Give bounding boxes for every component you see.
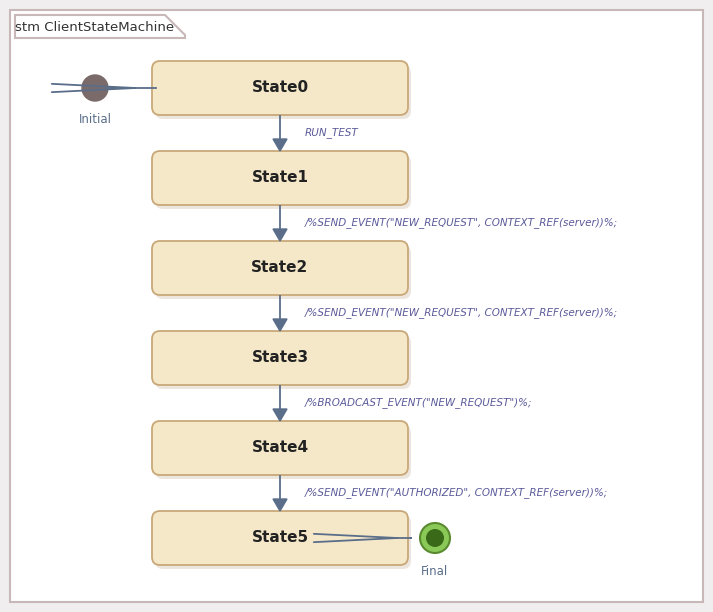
FancyBboxPatch shape (152, 511, 408, 565)
FancyBboxPatch shape (152, 421, 408, 475)
Text: State4: State4 (252, 441, 309, 455)
Polygon shape (273, 499, 287, 511)
Text: RUN_TEST: RUN_TEST (305, 127, 359, 138)
FancyBboxPatch shape (155, 335, 411, 389)
Polygon shape (273, 139, 287, 151)
Text: State1: State1 (252, 171, 309, 185)
Text: State3: State3 (252, 351, 309, 365)
Text: Final: Final (421, 565, 448, 578)
FancyBboxPatch shape (152, 151, 408, 205)
Polygon shape (273, 229, 287, 241)
FancyBboxPatch shape (152, 331, 408, 385)
FancyBboxPatch shape (155, 515, 411, 569)
Polygon shape (15, 15, 185, 38)
Text: /%SEND_EVENT("NEW_REQUEST", CONTEXT_REF(server))%;: /%SEND_EVENT("NEW_REQUEST", CONTEXT_REF(… (305, 308, 618, 318)
Text: State2: State2 (252, 261, 309, 275)
FancyBboxPatch shape (152, 241, 408, 295)
FancyBboxPatch shape (10, 10, 703, 602)
Text: Initial: Initial (78, 113, 111, 126)
FancyBboxPatch shape (155, 65, 411, 119)
Text: stm ClientStateMachine: stm ClientStateMachine (16, 21, 175, 34)
Polygon shape (273, 319, 287, 331)
FancyBboxPatch shape (155, 155, 411, 209)
Text: /%BROADCAST_EVENT("NEW_REQUEST")%;: /%BROADCAST_EVENT("NEW_REQUEST")%; (305, 398, 533, 408)
Circle shape (82, 75, 108, 101)
Circle shape (426, 529, 444, 547)
FancyBboxPatch shape (152, 61, 408, 115)
Text: State5: State5 (252, 531, 309, 545)
Polygon shape (273, 409, 287, 421)
FancyBboxPatch shape (155, 245, 411, 299)
Circle shape (420, 523, 450, 553)
FancyBboxPatch shape (155, 425, 411, 479)
Text: /%SEND_EVENT("NEW_REQUEST", CONTEXT_REF(server))%;: /%SEND_EVENT("NEW_REQUEST", CONTEXT_REF(… (305, 217, 618, 228)
Text: State0: State0 (252, 81, 309, 95)
Text: /%SEND_EVENT("AUTHORIZED", CONTEXT_REF(server))%;: /%SEND_EVENT("AUTHORIZED", CONTEXT_REF(s… (305, 488, 608, 498)
